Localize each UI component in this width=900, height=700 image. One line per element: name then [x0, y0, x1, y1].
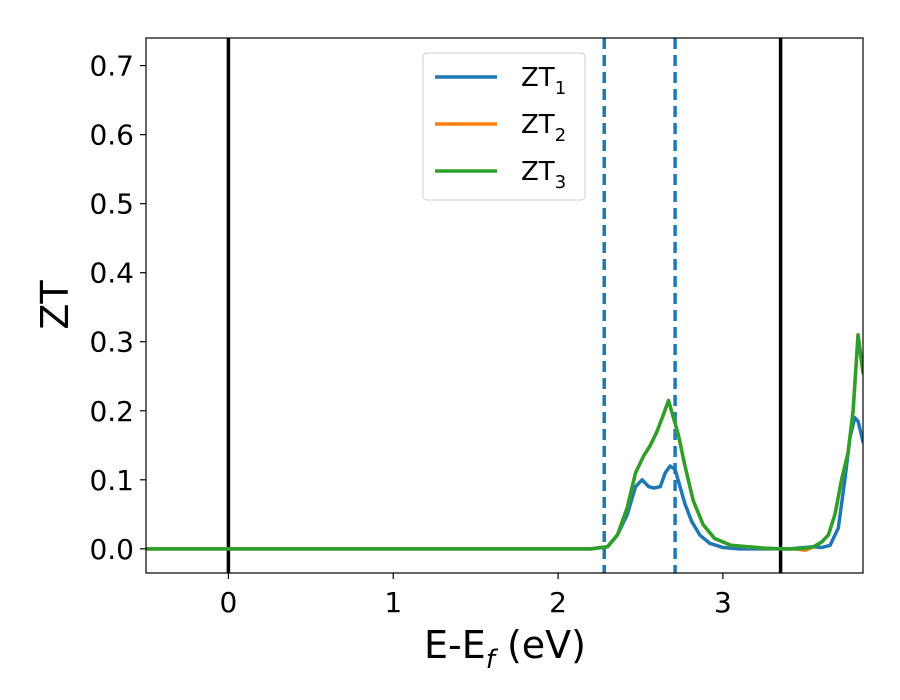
legend-label-text-1: ZT — [521, 63, 555, 93]
series-line-1 — [146, 415, 863, 551]
legend-box — [422, 52, 586, 201]
y-tick-label-0: 0.0 — [89, 533, 134, 566]
legend-label-3: ZT3 — [521, 157, 566, 193]
series-line-3 — [146, 333, 863, 551]
y-tick-label-7: 0.7 — [89, 50, 134, 83]
axis-labels: E-Ef (eV) ZT — [33, 280, 586, 675]
x-axis-label: E-Ef (eV) — [424, 623, 586, 675]
plot-area — [145, 37, 864, 574]
y-tick-label-2: 0.2 — [89, 395, 134, 428]
x-tick-label-2: 2 — [549, 586, 567, 619]
plot-clipped — [146, 38, 863, 573]
x-tick-label-0: 0 — [219, 586, 237, 619]
legend-label-text-2: ZT — [521, 110, 555, 140]
legend-label-subscript-1: 1 — [555, 78, 566, 99]
legend-label-text-3: ZT — [521, 157, 555, 187]
y-tick-label-4: 0.4 — [89, 257, 134, 290]
series-line-2 — [146, 333, 863, 552]
y-tick-label-1: 0.1 — [89, 464, 134, 497]
axes-frame — [145, 37, 864, 574]
x-tick-label-3: 3 — [714, 586, 732, 619]
legend-label-subscript-3: 3 — [555, 172, 566, 193]
y-tick-label-6: 0.6 — [89, 119, 134, 152]
legend-label-2: ZT2 — [521, 110, 566, 146]
legend-label-1: ZT1 — [521, 63, 566, 99]
y-tick-label-5: 0.5 — [89, 188, 134, 221]
y-tick-label-3: 0.3 — [89, 326, 134, 359]
x-tick-label-1: 1 — [384, 586, 402, 619]
y-axis-label: ZT — [33, 280, 77, 330]
ticks: 0 1 2 3 0.0 0.1 0.2 0.3 0.4 0.5 0.6 0.7 — [89, 50, 731, 619]
legend-label-subscript-2: 2 — [555, 125, 566, 146]
